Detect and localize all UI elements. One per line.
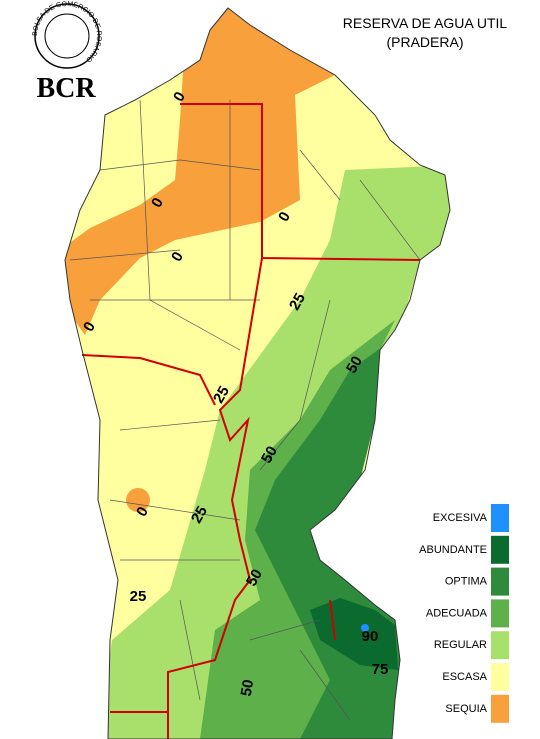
title: RESERVA DE AGUA UTIL (343, 15, 508, 31)
contour-label: 50 (343, 353, 366, 376)
department-borders (81, 103, 421, 739)
legend-label: ADECUADA (426, 607, 488, 619)
legend-swatch (491, 599, 509, 628)
legend-label: OPTIMA (445, 576, 488, 588)
contour-label: 50 (238, 678, 258, 697)
contour-label: 75 (372, 661, 389, 678)
legend-swatch (491, 631, 509, 660)
zone-sequia (65, 8, 335, 335)
legend-label: EXCESIVA (433, 512, 488, 524)
logo-ring (34, 3, 100, 69)
legend-label: ESCASA (442, 671, 487, 683)
legend-label: REGULAR (434, 639, 487, 651)
contour-label: 50 (243, 566, 266, 589)
zone-sequia (126, 488, 150, 512)
contour-label: 90 (362, 628, 379, 645)
legend-swatch (491, 663, 509, 691)
legend-swatch (491, 504, 509, 532)
contour-label: 25 (130, 588, 147, 605)
contour-label: 25 (188, 503, 211, 526)
subtitle: (PRADERA) (386, 34, 463, 50)
legend-swatch (491, 535, 509, 564)
legend-label: ABUNDANTE (419, 544, 487, 556)
contour-label: 25 (286, 290, 309, 313)
province-outline (64, 7, 451, 739)
zone-excesiva (361, 624, 369, 632)
contour-label: 50 (258, 443, 281, 466)
logo-inner (44, 13, 90, 59)
logo-wordmark: BCR (36, 73, 96, 104)
district-borders (69, 99, 421, 721)
legend-label: SEQUIA (445, 703, 487, 715)
legend-swatch (491, 694, 509, 723)
contour-label: 25 (210, 383, 233, 406)
legend-swatch (491, 567, 509, 596)
